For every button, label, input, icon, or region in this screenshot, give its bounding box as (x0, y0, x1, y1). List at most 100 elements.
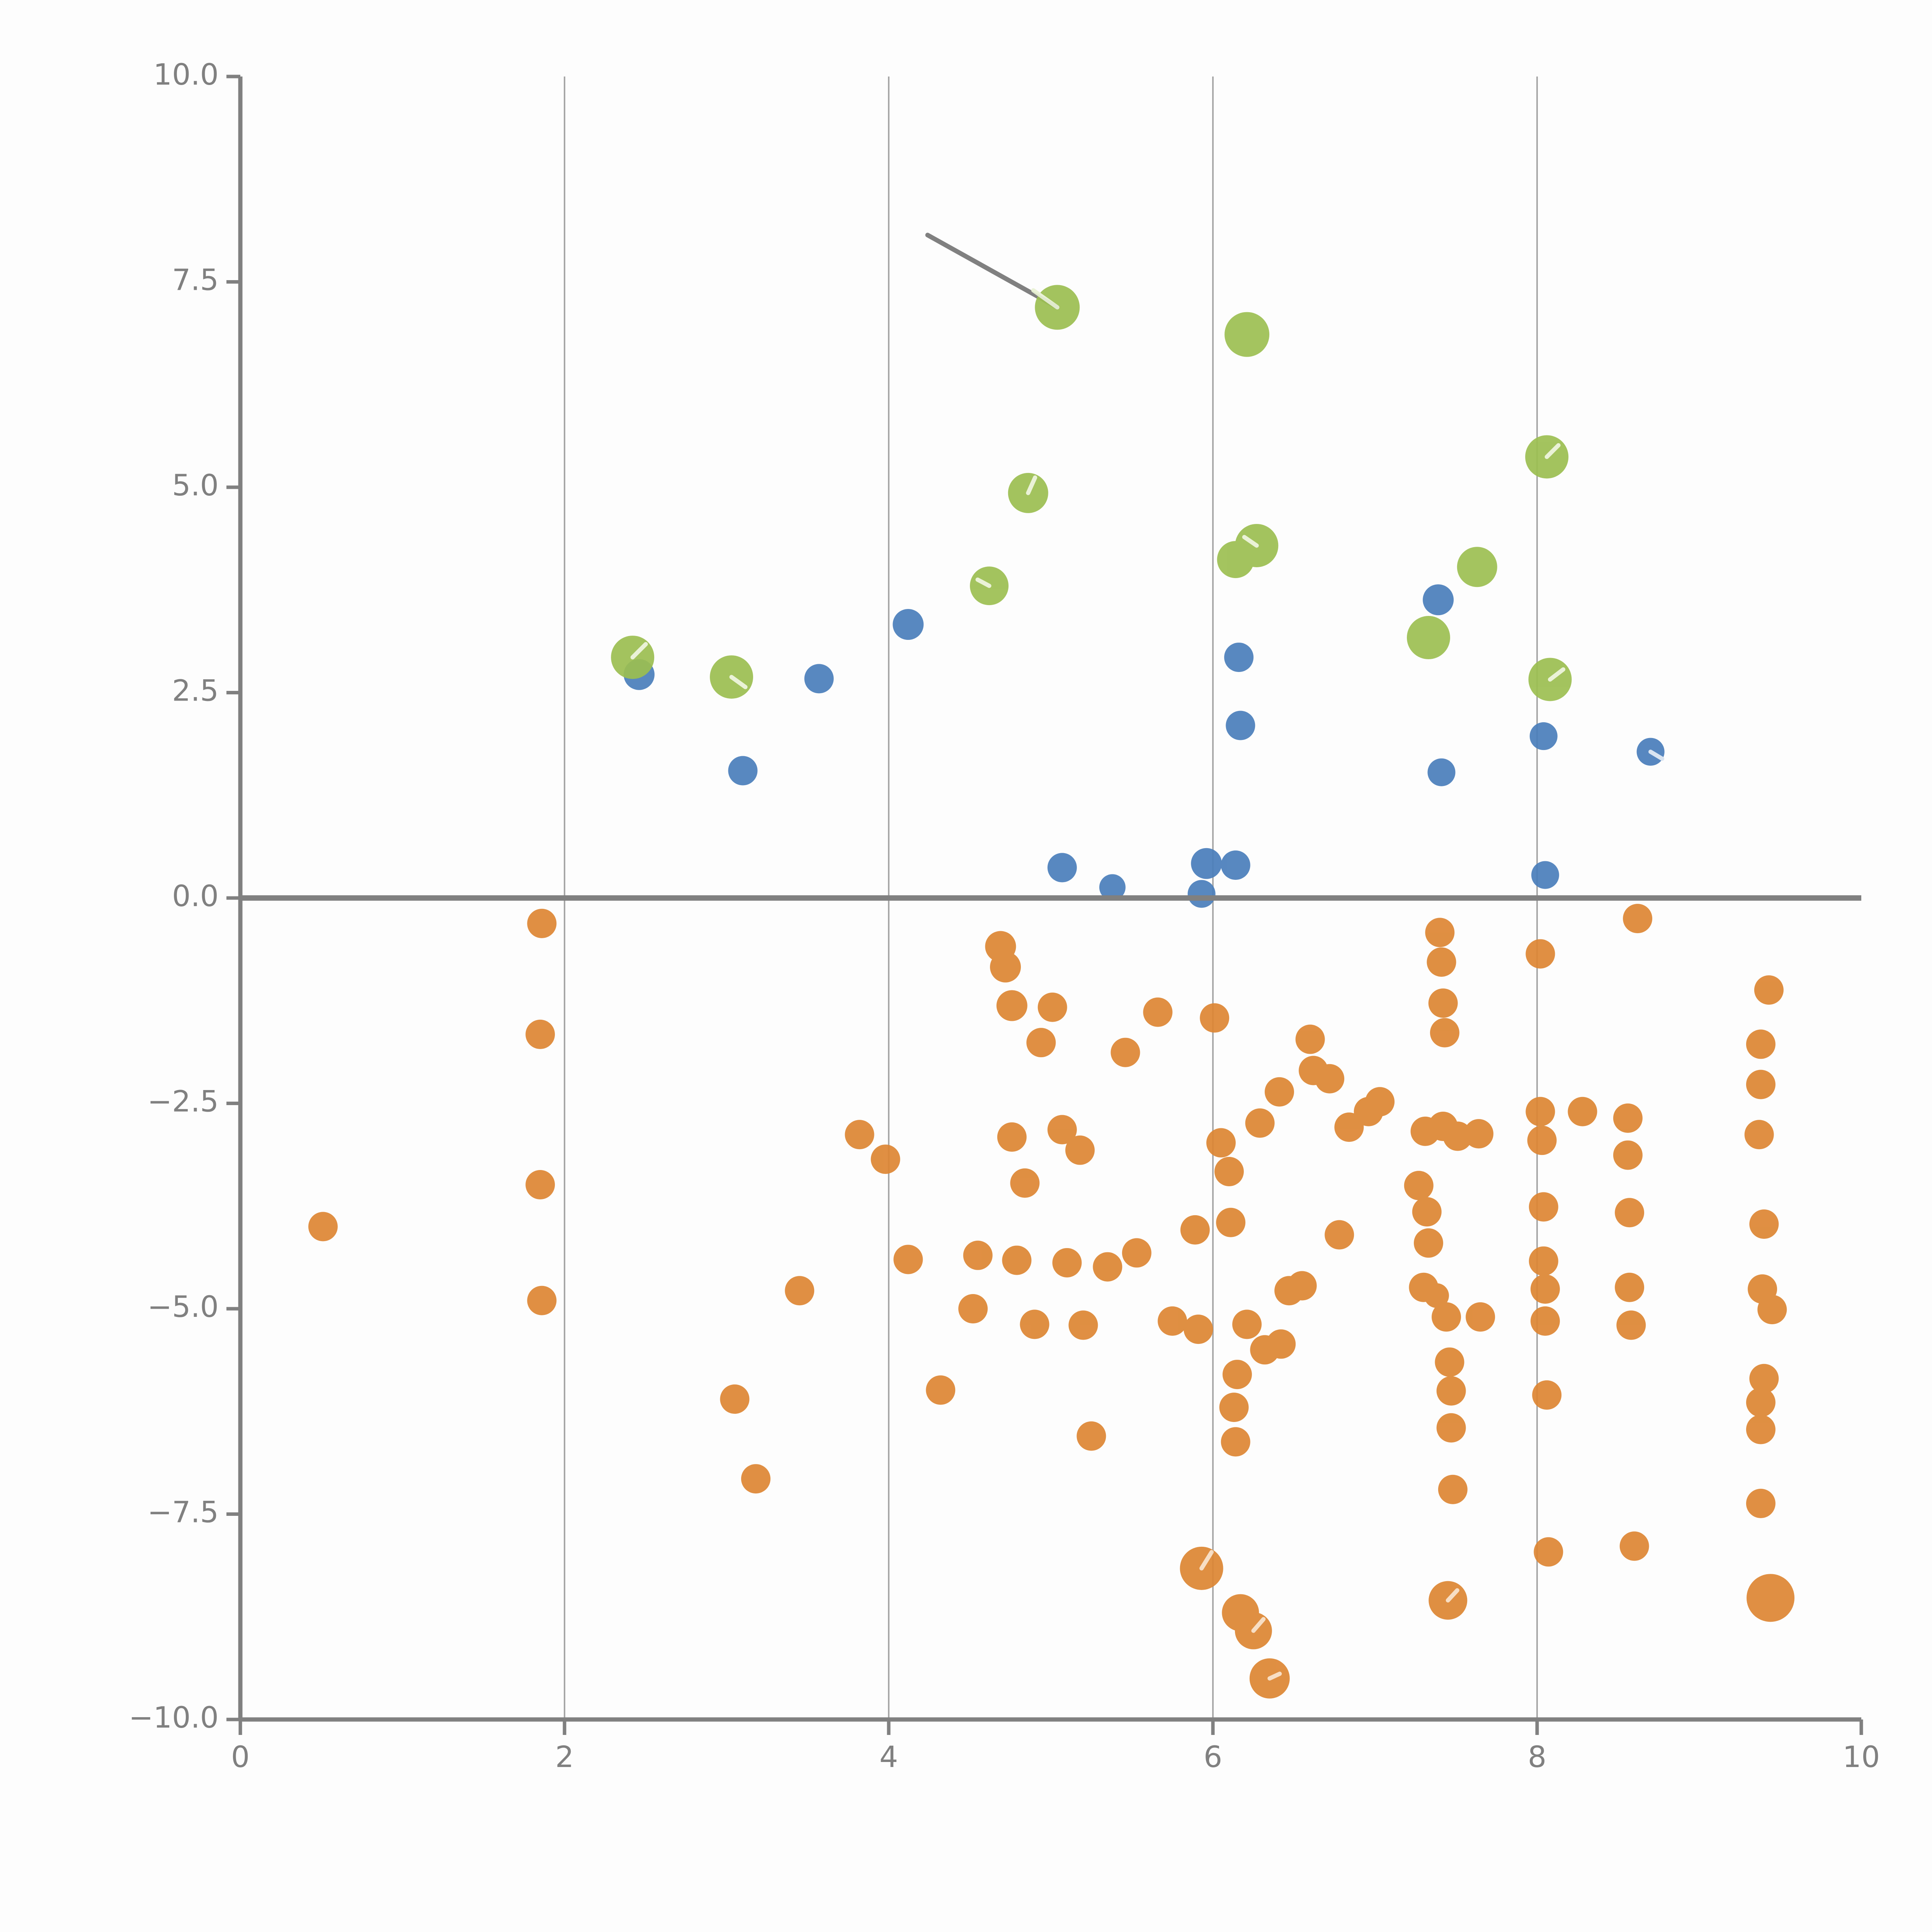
data-point[interactable] (1002, 1245, 1032, 1275)
data-point[interactable] (1526, 1097, 1555, 1126)
data-point[interactable] (1122, 1238, 1151, 1268)
data-points-group[interactable] (308, 285, 1795, 1699)
data-point[interactable] (1749, 1364, 1779, 1393)
data-point[interactable] (1749, 1209, 1779, 1239)
data-point[interactable] (1746, 1388, 1776, 1417)
data-point[interactable] (308, 1212, 338, 1242)
data-point[interactable] (785, 1276, 815, 1306)
data-point[interactable] (1746, 1029, 1776, 1059)
data-point[interactable] (1365, 1087, 1395, 1117)
data-point[interactable] (720, 1384, 750, 1414)
data-point[interactable] (1413, 1228, 1443, 1258)
data-point[interactable] (871, 1145, 900, 1174)
data-point[interactable] (1436, 1413, 1466, 1443)
data-point[interactable] (526, 1170, 555, 1199)
data-point[interactable] (1180, 1215, 1210, 1245)
data-point[interactable] (1295, 1024, 1325, 1054)
data-point[interactable] (1047, 853, 1077, 883)
data-point[interactable] (1325, 1220, 1354, 1250)
data-point[interactable] (1221, 1427, 1250, 1457)
data-point[interactable] (1435, 1347, 1464, 1377)
data-point[interactable] (1406, 616, 1450, 660)
data-point[interactable] (1266, 1329, 1296, 1359)
data-point[interactable] (804, 664, 834, 694)
data-point[interactable] (1615, 1272, 1645, 1302)
data-point[interactable] (1222, 1360, 1252, 1389)
data-point[interactable] (1225, 312, 1270, 357)
data-point[interactable] (1529, 1192, 1558, 1222)
data-point[interactable] (996, 990, 1027, 1021)
data-point[interactable] (1457, 547, 1497, 587)
data-point[interactable] (1224, 643, 1254, 672)
data-point[interactable] (1424, 1283, 1449, 1308)
data-point[interactable] (1613, 1103, 1643, 1133)
data-point[interactable] (1532, 1380, 1562, 1410)
data-point[interactable] (1747, 1574, 1795, 1622)
data-point[interactable] (1527, 1126, 1557, 1155)
series-blue-group[interactable] (623, 584, 1665, 908)
data-point[interactable] (526, 1019, 555, 1049)
data-point[interactable] (1047, 1115, 1077, 1145)
data-point[interactable] (1427, 947, 1456, 977)
data-point[interactable] (728, 756, 758, 786)
data-point[interactable] (990, 951, 1021, 983)
series-orange-group[interactable] (308, 904, 1795, 1699)
data-point[interactable] (1245, 1108, 1275, 1138)
data-point[interactable] (1425, 918, 1455, 947)
data-point[interactable] (1616, 1310, 1646, 1340)
data-point[interactable] (1534, 1537, 1563, 1567)
data-point[interactable] (1020, 1310, 1049, 1339)
data-point[interactable] (1423, 584, 1454, 616)
data-point[interactable] (741, 1464, 771, 1494)
data-point[interactable] (1010, 1168, 1040, 1198)
data-point[interactable] (1404, 1171, 1434, 1201)
data-point[interactable] (1287, 1271, 1317, 1301)
data-point[interactable] (1216, 1208, 1246, 1237)
data-point[interactable] (1191, 848, 1222, 879)
data-point[interactable] (926, 1375, 956, 1405)
data-point[interactable] (1226, 711, 1255, 740)
data-point[interactable] (1530, 1274, 1560, 1304)
data-point[interactable] (1187, 880, 1216, 908)
data-point[interactable] (1438, 1475, 1468, 1504)
data-point[interactable] (527, 1286, 557, 1315)
data-point[interactable] (1623, 904, 1653, 934)
data-point[interactable] (1037, 992, 1067, 1022)
data-point[interactable] (1221, 850, 1250, 880)
data-point[interactable] (1613, 1140, 1643, 1170)
data-point[interactable] (893, 1245, 923, 1274)
data-point[interactable] (1065, 1135, 1095, 1165)
data-point[interactable] (1428, 988, 1458, 1018)
data-point[interactable] (1757, 1295, 1787, 1325)
data-point[interactable] (1526, 939, 1555, 969)
data-point[interactable] (527, 908, 557, 938)
data-point[interactable] (1464, 1119, 1493, 1149)
data-point[interactable] (1746, 1070, 1776, 1099)
data-point[interactable] (1615, 1198, 1645, 1228)
data-point[interactable] (1427, 758, 1456, 786)
data-point[interactable] (1746, 1488, 1776, 1518)
data-point[interactable] (1746, 1415, 1776, 1444)
data-point[interactable] (963, 1240, 993, 1270)
data-point[interactable] (1264, 1077, 1294, 1107)
data-point[interactable] (1184, 1315, 1213, 1344)
data-point[interactable] (1206, 1128, 1236, 1158)
data-point[interactable] (1143, 997, 1173, 1027)
data-point[interactable] (1214, 1156, 1244, 1186)
data-point[interactable] (1026, 1028, 1056, 1058)
data-point[interactable] (1099, 874, 1126, 901)
data-point[interactable] (1432, 1302, 1461, 1332)
data-point[interactable] (997, 1122, 1027, 1152)
data-point[interactable] (1531, 861, 1559, 889)
data-point[interactable] (1530, 1306, 1560, 1336)
data-point[interactable] (1529, 722, 1558, 750)
data-point[interactable] (1111, 1037, 1140, 1067)
data-point[interactable] (1619, 1531, 1649, 1561)
data-point[interactable] (958, 1294, 988, 1323)
data-point[interactable] (1219, 1393, 1249, 1422)
data-point[interactable] (845, 1120, 874, 1150)
data-point[interactable] (893, 609, 924, 640)
data-point[interactable] (1200, 1003, 1230, 1033)
data-point[interactable] (1158, 1306, 1187, 1336)
